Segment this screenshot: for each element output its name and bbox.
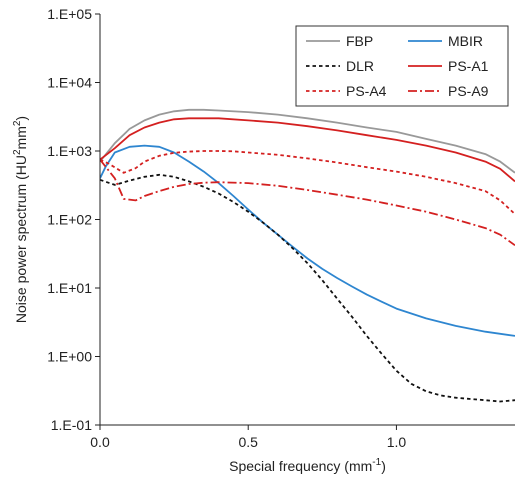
legend-label-dlr: DLR (346, 58, 374, 74)
legend-label-ps-a4: PS-A4 (346, 83, 387, 99)
series-line-fbp (100, 108, 515, 174)
y-tick-label: 1.E+02 (47, 212, 92, 228)
y-tick-label: 1.E+01 (47, 280, 92, 296)
series-line-ps-a4 (100, 150, 515, 215)
legend-label-fbp: FBP (346, 33, 373, 49)
y-axis-label: Noise power spectrum (HU2mm2) (12, 116, 29, 323)
axes: 1.E-01 1.E+00 1.E+01 1.E+02 1.E+03 1.E+04 1.E+… (12, 6, 515, 474)
legend-label-mbir: MBIR (448, 33, 483, 49)
series-line-ps-a1 (100, 117, 515, 183)
plot-area (100, 108, 515, 403)
y-tick-label: 1.E+03 (47, 143, 92, 159)
legend-label-ps-a1: PS-A1 (448, 58, 489, 74)
legend-box (295, 25, 509, 107)
x-axis-label: Special frequency (mm-1) (229, 457, 386, 474)
x-tick-label: 0.0 (90, 434, 110, 450)
series-line-mbir (100, 144, 515, 337)
legend-label-ps-a9: PS-A9 (448, 83, 489, 99)
y-tick-label: 1.E-01 (51, 417, 92, 433)
series-line-dlr (100, 173, 515, 403)
series-line-ps-a9 (100, 159, 515, 247)
legend: FBP MBIR DLR PS-A1 PS-A4 PS-A9 (295, 25, 509, 107)
x-tick-label: 0.5 (238, 434, 258, 450)
y-tick-label: 1.E+05 (47, 6, 92, 22)
y-tick-label: 1.E+04 (47, 75, 92, 91)
x-tick-label: 1.0 (387, 434, 407, 450)
y-tick-label: 1.E+00 (47, 349, 92, 365)
